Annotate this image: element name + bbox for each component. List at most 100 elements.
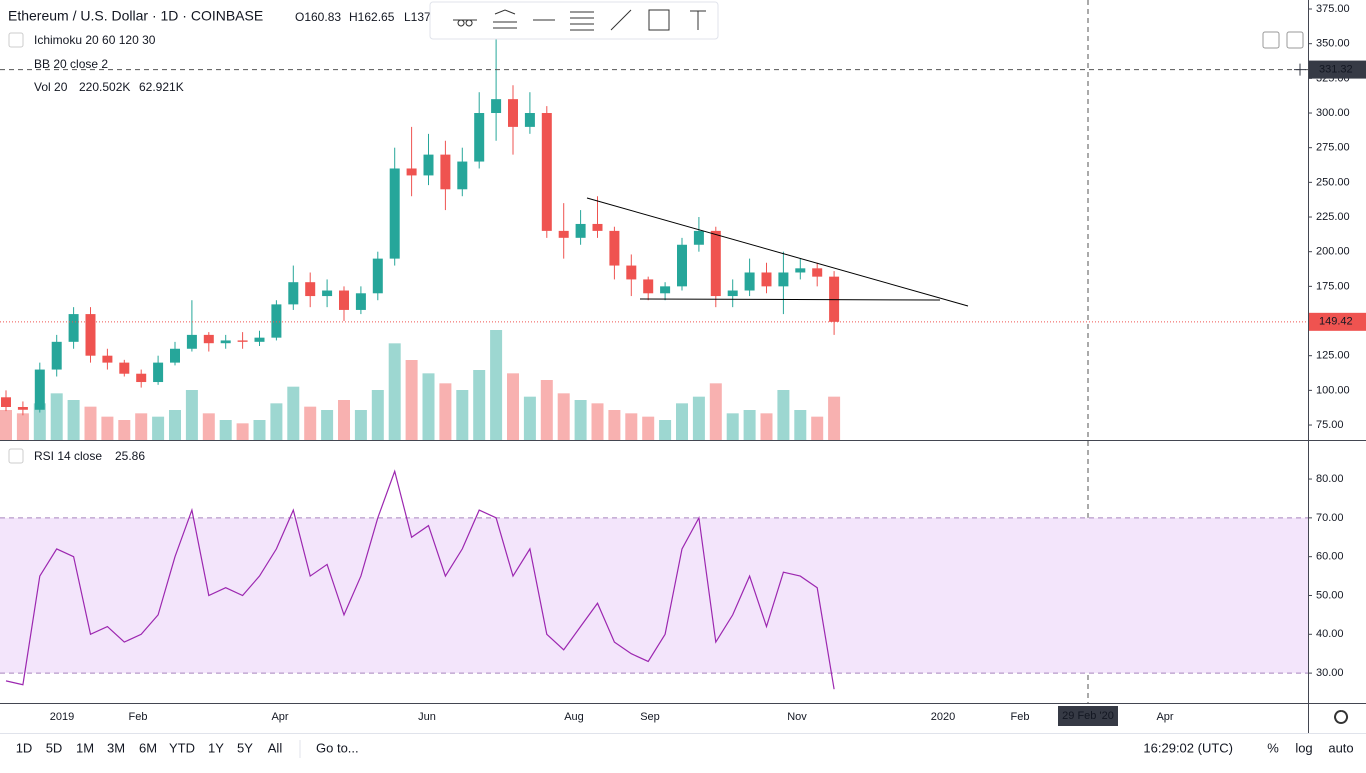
candle-body bbox=[575, 223, 586, 238]
y-tick-label: 250.00 bbox=[1316, 176, 1350, 188]
candle-body bbox=[102, 355, 113, 363]
scroll-button[interactable] bbox=[1262, 31, 1280, 49]
volume-bar bbox=[794, 410, 807, 440]
volume-bar bbox=[135, 413, 148, 440]
candle-body bbox=[778, 272, 789, 287]
volume-bar bbox=[405, 360, 418, 440]
crosshair-plus bbox=[1294, 63, 1306, 76]
rsi-value: 25.86 bbox=[115, 449, 145, 463]
volume-bar bbox=[185, 390, 198, 440]
ohlc-value: O160.83 bbox=[295, 10, 341, 24]
candle-body bbox=[677, 244, 687, 287]
volume-bar bbox=[760, 413, 773, 440]
candle-body bbox=[339, 290, 349, 310]
volume-bar bbox=[557, 393, 570, 440]
candle-body bbox=[203, 334, 214, 344]
candle-body bbox=[795, 268, 806, 273]
range-button[interactable]: All bbox=[268, 740, 283, 755]
y-tick-label: 50.00 bbox=[1316, 589, 1344, 601]
candle-body bbox=[761, 272, 772, 287]
candle-body bbox=[643, 279, 654, 294]
volume-bar bbox=[828, 396, 841, 440]
volume-bar bbox=[354, 410, 367, 440]
volume-bar bbox=[439, 383, 452, 440]
candle-body bbox=[710, 230, 721, 297]
volume-bar bbox=[101, 416, 114, 440]
y-tick-label: 275.00 bbox=[1316, 142, 1350, 154]
settings-icon[interactable] bbox=[1334, 710, 1349, 724]
collapse-button[interactable] bbox=[8, 448, 24, 464]
rsi-line bbox=[5, 469, 835, 690]
volume-bar bbox=[304, 406, 317, 440]
candle-body bbox=[440, 154, 451, 190]
indicator-label: Ichimoku 20 60 120 30 bbox=[34, 33, 156, 47]
range-button[interactable]: 1Y bbox=[208, 740, 224, 755]
collapse-button[interactable] bbox=[8, 32, 24, 48]
candle-body bbox=[254, 337, 265, 342]
x-tick-label: 2020 bbox=[931, 711, 955, 723]
rsi-band bbox=[0, 517, 1308, 674]
y-tick-label: 200.00 bbox=[1316, 246, 1350, 258]
x-tick-label: Jun bbox=[418, 711, 436, 723]
x-tick-label: Feb bbox=[129, 711, 148, 723]
tool-icon[interactable] bbox=[570, 11, 594, 31]
symbol-title: Ethereum / U.S. Dollar · 1D · COINBASE bbox=[8, 8, 263, 24]
goto-button[interactable]: Go to... bbox=[316, 740, 359, 755]
volume-bar bbox=[152, 416, 165, 440]
volume-bar bbox=[371, 390, 384, 440]
volume-bar bbox=[692, 396, 705, 440]
y-tick-label: 100.00 bbox=[1316, 384, 1350, 396]
volume-bar bbox=[118, 420, 131, 440]
tool-icon[interactable] bbox=[493, 9, 517, 29]
volume-bar bbox=[456, 390, 469, 440]
candle-body bbox=[626, 265, 637, 280]
scale-button[interactable]: % bbox=[1267, 740, 1279, 755]
range-button[interactable]: 6M bbox=[139, 740, 157, 755]
volume-bar bbox=[726, 413, 739, 440]
range-button[interactable]: 3M bbox=[107, 740, 125, 755]
volume-bar bbox=[169, 410, 181, 440]
crosshair-date: 29 Feb '20 bbox=[1062, 710, 1114, 722]
range-button[interactable]: 1M bbox=[76, 740, 94, 755]
y-tick-label: 70.00 bbox=[1316, 512, 1344, 524]
candle-body bbox=[136, 373, 147, 383]
volume-bar bbox=[388, 343, 401, 440]
volume-bar bbox=[338, 400, 350, 440]
y-tick-label: 125.00 bbox=[1316, 350, 1350, 362]
scale-button[interactable]: auto bbox=[1328, 740, 1353, 755]
range-button[interactable]: 5Y bbox=[237, 740, 253, 755]
candle-body bbox=[592, 223, 603, 231]
y-tick-label: 75.00 bbox=[1316, 419, 1344, 431]
candle-body bbox=[355, 293, 366, 310]
tool-icon[interactable] bbox=[648, 9, 670, 31]
last-price: 149.42 bbox=[1319, 316, 1353, 328]
volume-bar bbox=[490, 330, 503, 440]
y-tick-label: 30.00 bbox=[1316, 667, 1344, 679]
rsi-label: RSI 14 close bbox=[34, 449, 102, 463]
candle-body bbox=[34, 369, 45, 410]
volume-bar bbox=[202, 413, 215, 440]
volume-bar bbox=[591, 403, 604, 440]
volume-bar bbox=[473, 370, 486, 440]
candle-body bbox=[524, 113, 535, 127]
scale-button[interactable]: log bbox=[1295, 740, 1312, 755]
drawing-toolbar[interactable] bbox=[429, 1, 719, 40]
range-button[interactable]: 5D bbox=[46, 740, 63, 755]
x-tick-label: 2019 bbox=[50, 711, 74, 723]
maximize-button[interactable] bbox=[1286, 31, 1304, 49]
volume-bar bbox=[523, 396, 536, 440]
candle-body bbox=[237, 340, 248, 342]
volume-bar bbox=[0, 410, 12, 440]
tool-icon[interactable] bbox=[610, 9, 632, 31]
x-tick-label: Apr bbox=[271, 711, 288, 723]
range-button[interactable]: 1D bbox=[16, 740, 33, 755]
trendline-lower bbox=[639, 298, 941, 301]
candle-body bbox=[812, 268, 823, 277]
tool-icon[interactable] bbox=[453, 19, 477, 27]
candle-body bbox=[406, 168, 417, 176]
candle-body bbox=[322, 290, 333, 297]
trendline-upper bbox=[586, 197, 969, 307]
y-tick-label: 300.00 bbox=[1316, 107, 1350, 119]
tool-icon[interactable] bbox=[690, 10, 706, 30]
range-button[interactable]: YTD bbox=[169, 740, 195, 755]
